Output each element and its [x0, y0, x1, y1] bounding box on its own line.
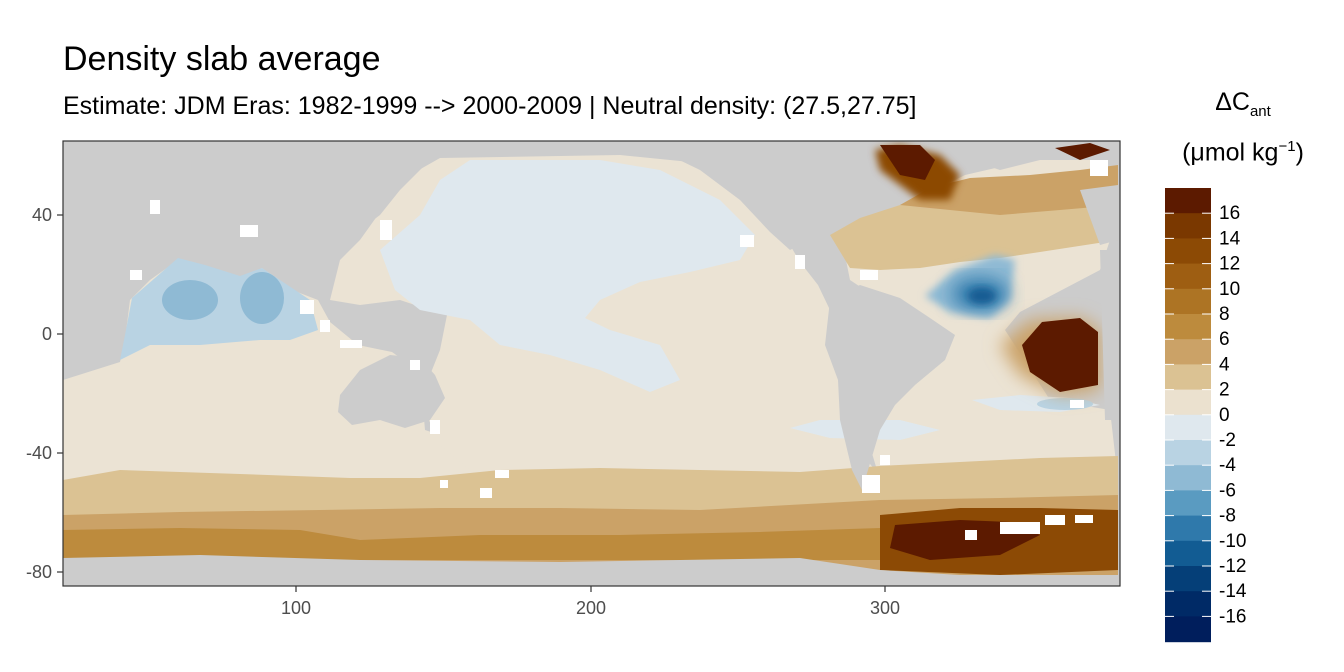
x-tick-label-200: 200 — [576, 598, 606, 618]
colorbar-swatch — [1165, 465, 1211, 491]
colorbar-label: 12 — [1219, 254, 1240, 275]
nordic-anomaly — [875, 143, 1110, 200]
colorbar-swatch — [1165, 263, 1211, 290]
brown-anomaly — [1000, 318, 1100, 395]
colorbar-swatch — [1165, 188, 1211, 214]
colorbar-label: 8 — [1219, 304, 1230, 325]
colorbar-swatch — [1165, 490, 1211, 517]
map-panel — [63, 141, 1120, 586]
colorbar-label: -8 — [1219, 506, 1236, 527]
y-tick-label-0: 0 — [42, 324, 52, 344]
colorbar-label: 16 — [1219, 203, 1240, 224]
colorbar-swatch — [1165, 440, 1211, 466]
colorbar-label: -6 — [1219, 480, 1236, 501]
plot-subtitle: Estimate: JDM Eras: 1982-1999 --> 2000-2… — [63, 92, 917, 120]
colorbar-swatch — [1165, 238, 1211, 265]
colorbar-label: -14 — [1219, 581, 1247, 602]
land-masses — [63, 141, 1118, 586]
colorbar-label: 2 — [1219, 380, 1230, 401]
y-tick-label-40: 40 — [32, 205, 52, 225]
x-tick-label-100: 100 — [281, 598, 311, 618]
x-axis: 100 200 300 — [281, 598, 900, 618]
colorbar-label: 14 — [1219, 228, 1241, 249]
colorbar-label: -10 — [1219, 531, 1246, 552]
colorbar-swatch — [1165, 213, 1211, 239]
y-axis: 40 0 -40 -80 — [26, 205, 52, 582]
colorbar-swatch — [1165, 566, 1211, 592]
colorbar-swatch — [1165, 364, 1211, 391]
colorbar-swatch — [1165, 314, 1211, 340]
axis-ticks — [57, 214, 886, 592]
colorbar-label: -4 — [1219, 455, 1236, 476]
colorbar: 16 14 12 10 8 6 4 2 0 -2 -4 -6 -8 -10 -12 -14 -16 — [1165, 188, 1247, 643]
colorbar-swatch — [1165, 414, 1211, 441]
colorbar-swatch — [1165, 540, 1211, 567]
x-tick-label-300: 300 — [870, 598, 900, 618]
colorbar-swatch — [1165, 288, 1211, 315]
y-tick-label-neg40: -40 — [26, 443, 52, 463]
missing-data — [130, 160, 1108, 540]
colorbar-label: 6 — [1219, 329, 1230, 350]
colorbar-label: -16 — [1219, 606, 1246, 627]
colorbar-label: 4 — [1219, 354, 1230, 375]
colorbar-swatch — [1165, 591, 1211, 617]
colorbar-label: 10 — [1219, 279, 1240, 300]
colorbar-swatch — [1165, 515, 1211, 542]
plot-title: Density slab average — [63, 40, 381, 78]
colorbar-label: -2 — [1219, 430, 1236, 451]
colorbar-swatch — [1165, 389, 1211, 416]
y-tick-label-neg80: -80 — [26, 562, 52, 582]
legend-unit: (μmol kg−1) — [1182, 138, 1304, 167]
colorbar-label: 0 — [1219, 405, 1230, 426]
colorbar-swatch — [1165, 616, 1211, 643]
colorbar-label: -12 — [1219, 556, 1246, 577]
blue-anomaly — [925, 255, 1015, 318]
colorbar-swatch — [1165, 339, 1211, 365]
legend-title: ΔCant — [1215, 88, 1271, 120]
